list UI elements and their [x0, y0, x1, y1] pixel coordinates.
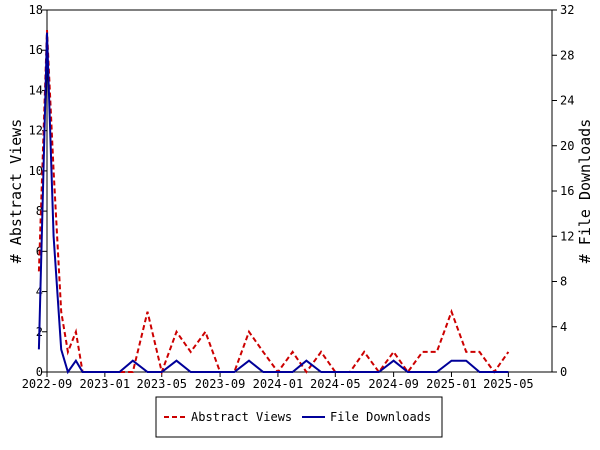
legend-box [155, 396, 443, 438]
right-y-tick-label: 12 [560, 229, 574, 243]
legend: Abstract Views File Downloads [155, 396, 443, 438]
x-tick-label: 2023-09 [195, 377, 246, 391]
x-tick-label: 2022-09 [22, 377, 73, 391]
right-y-tick-label: 4 [560, 320, 567, 334]
left-y-tick-label: 14 [29, 83, 43, 97]
series-line-file-downloads [37, 32, 509, 375]
left-y-tick-label: 0 [36, 365, 43, 379]
right-y-tick-label: 0 [560, 365, 567, 379]
legend-label-file-downloads: File Downloads [330, 410, 431, 424]
series-lines [37, 30, 510, 376]
legend-label-abstract-views: Abstract Views [191, 410, 292, 424]
plot-area [46, 9, 553, 373]
x-tick-label: 2025-05 [483, 377, 534, 391]
x-tick-label: 2024-05 [310, 377, 361, 391]
right-y-axis-title: # File Downloads [576, 119, 594, 264]
x-tick-label: 2023-05 [136, 377, 187, 391]
x-tick-label: 2023-01 [80, 377, 131, 391]
x-axis-ticks: 2022-09 2023-01 2023-05 2023-09 2024-01 2024-… [22, 372, 534, 391]
right-y-tick-label: 8 [560, 275, 567, 289]
left-y-tick-label: 10 [29, 164, 43, 178]
x-tick-label: 2024-01 [253, 377, 304, 391]
right-y-axis-ticks: 0 4 8 12 16 20 24 28 32 [552, 3, 574, 379]
left-y-tick-label: 18 [29, 3, 43, 17]
right-y-tick-label: 16 [560, 184, 574, 198]
right-y-tick-label: 32 [560, 3, 574, 17]
right-y-tick-label: 24 [560, 94, 574, 108]
left-y-tick-label: 16 [29, 43, 43, 57]
left-y-tick-label: 12 [29, 124, 43, 138]
x-tick-label: 2024-09 [368, 377, 419, 391]
right-y-tick-label: 28 [560, 48, 574, 62]
right-y-tick-label: 20 [560, 139, 574, 153]
left-y-tick-label: 8 [36, 204, 43, 218]
x-tick-label: 2025-01 [426, 377, 477, 391]
left-y-axis-title: # Abstract Views [7, 119, 25, 264]
